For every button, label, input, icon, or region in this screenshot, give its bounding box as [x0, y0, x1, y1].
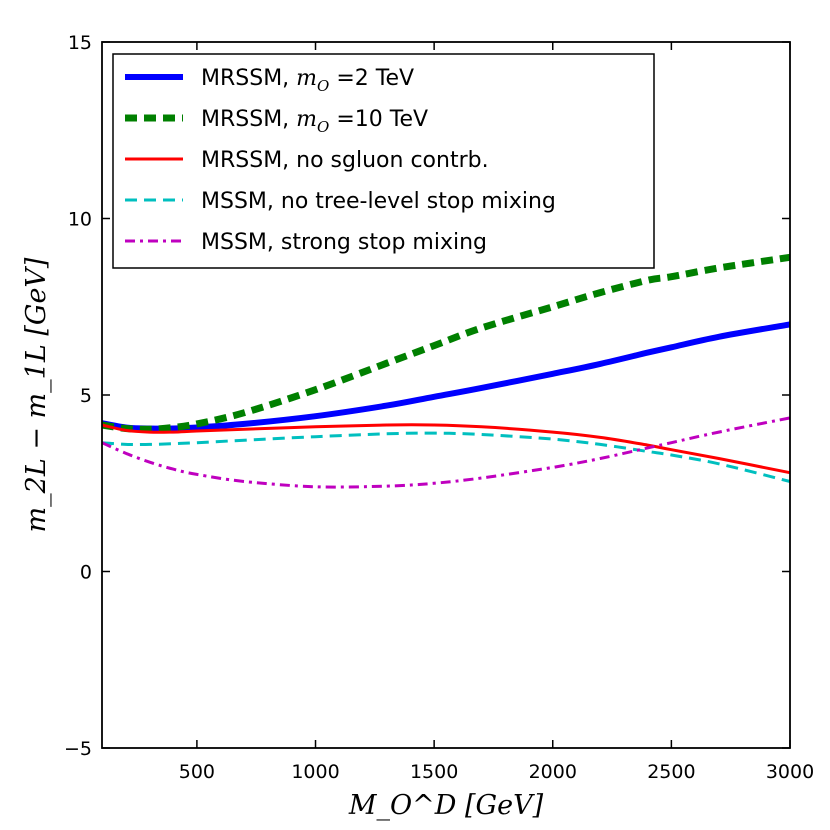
legend-handles [125, 74, 183, 243]
x-tick-label-2: 1500 [410, 761, 458, 783]
series-line-2 [101, 423, 791, 475]
y-tick-label-1: 0 [80, 562, 92, 584]
series-line-0 [101, 321, 791, 432]
series-line-4 [101, 416, 791, 489]
legend-entry-2: MRSSM, no sgluon contrb. [201, 148, 489, 173]
x-tick-label-3: 2000 [529, 761, 577, 783]
legend-entry-3: MSSM, no tree-level stop mixing [201, 189, 556, 214]
x-tick-label-0: 500 [179, 761, 215, 783]
series-line-3 [101, 431, 791, 483]
legend-box [112, 53, 655, 269]
x-axis-label: M_O^D [GeV] [348, 790, 544, 821]
legend-entry-1: MRSSM, mO =10 TeV [201, 107, 428, 136]
legend-entry-0: MRSSM, mO =2 TeV [201, 66, 414, 95]
y-tick-label-0: −5 [64, 738, 92, 760]
series-layer [101, 253, 791, 489]
x-tick-label-1: 1000 [291, 761, 339, 783]
y-tick-label-2: 5 [80, 385, 92, 407]
series-line-1 [101, 253, 791, 433]
y-tick-label-4: 15 [68, 32, 92, 54]
legend-entry-4: MSSM, strong stop mixing [201, 230, 487, 255]
y-tick-label-3: 10 [68, 209, 92, 231]
y-axis-label: m_2L − m_1L [GeV] [21, 257, 52, 532]
x-tick-label-5: 3000 [766, 761, 814, 783]
x-tick-label-4: 2500 [647, 761, 695, 783]
tick-layer: 500 1000 1500 2000 2500 3000 −5 0 5 10 15 [64, 32, 814, 783]
legend: MRSSM, mO =2 TeV MRSSM, mO =10 TeV MRSSM… [112, 53, 655, 269]
